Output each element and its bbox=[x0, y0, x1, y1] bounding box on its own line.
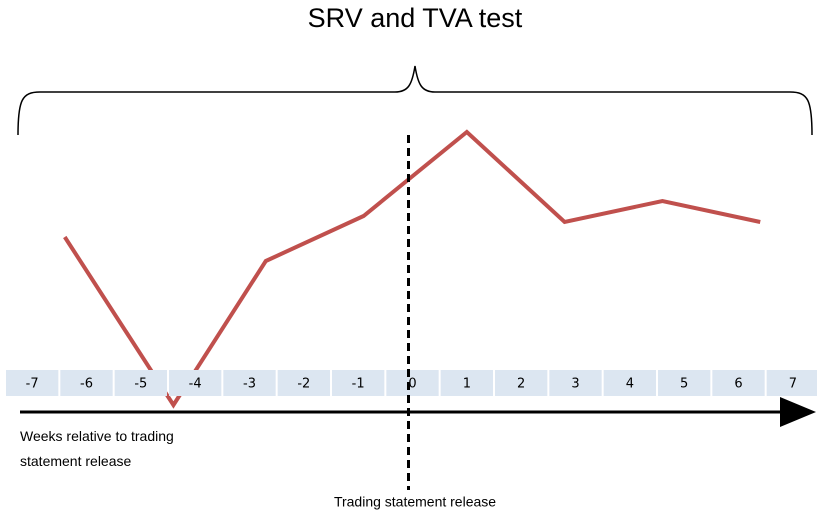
chart-title: SRV and TVA test bbox=[308, 3, 523, 33]
x-tick-label: 1 bbox=[463, 377, 471, 392]
x-tick-label: -4 bbox=[189, 377, 202, 392]
x-axis-label-line: Weeks relative to trading bbox=[20, 428, 174, 444]
x-tick-label: -1 bbox=[352, 377, 365, 392]
tick-cell bbox=[60, 370, 113, 396]
x-tick-label: 7 bbox=[789, 377, 797, 392]
x-tick-label: 3 bbox=[571, 377, 579, 392]
line bbox=[63, 129, 761, 409]
x-tick-label: 6 bbox=[734, 377, 742, 392]
tick-cell bbox=[332, 370, 385, 396]
brace bbox=[17, 65, 813, 136]
tick-cell bbox=[386, 370, 439, 396]
x-tick-label: -2 bbox=[297, 377, 310, 392]
tick-cell bbox=[114, 370, 167, 396]
tick-cell bbox=[603, 370, 656, 396]
tick-cell bbox=[6, 370, 59, 396]
tick-cell bbox=[440, 370, 493, 396]
x-tick-label: -5 bbox=[134, 377, 147, 392]
tick-cell bbox=[223, 370, 276, 396]
x-tick-label: -6 bbox=[80, 377, 93, 392]
tick-cell bbox=[766, 370, 817, 396]
tick-cell bbox=[495, 370, 548, 396]
x-tick-label: -7 bbox=[26, 377, 39, 392]
x-tick-label: 5 bbox=[680, 377, 688, 392]
tick-cell bbox=[169, 370, 222, 396]
x-tick-label: 2 bbox=[517, 377, 525, 392]
tick-cell bbox=[658, 370, 711, 396]
x-axis-label: Weeks relative to trading statement relea… bbox=[20, 428, 174, 469]
x-axis-label-line: statement release bbox=[20, 453, 131, 469]
x-tick-label: 0 bbox=[408, 377, 416, 392]
tick-cell bbox=[549, 370, 602, 396]
x-tick-label: -3 bbox=[243, 377, 256, 392]
tick-cell bbox=[277, 370, 330, 396]
x-tick-label: 4 bbox=[626, 377, 634, 392]
tick-cell bbox=[712, 370, 765, 396]
annotation: Trading statement release bbox=[334, 494, 496, 510]
